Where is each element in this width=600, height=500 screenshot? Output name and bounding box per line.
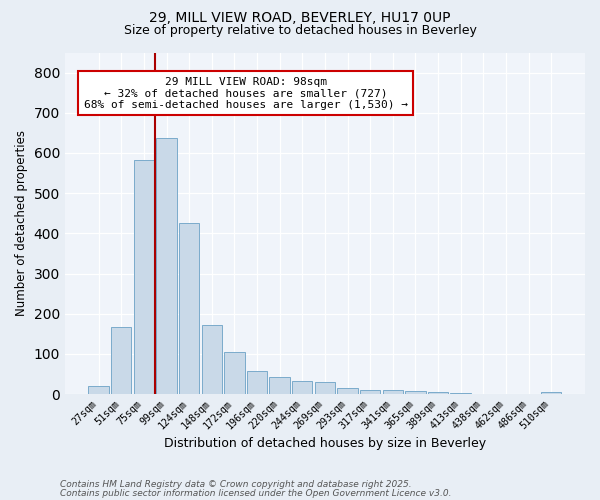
Bar — [88, 386, 109, 394]
Bar — [337, 388, 358, 394]
Bar — [428, 392, 448, 394]
Bar — [315, 382, 335, 394]
Bar — [202, 325, 222, 394]
Text: Contains HM Land Registry data © Crown copyright and database right 2025.: Contains HM Land Registry data © Crown c… — [60, 480, 412, 489]
Bar — [541, 392, 562, 394]
X-axis label: Distribution of detached houses by size in Beverley: Distribution of detached houses by size … — [164, 437, 486, 450]
Text: Contains public sector information licensed under the Open Government Licence v3: Contains public sector information licen… — [60, 488, 452, 498]
Bar — [224, 352, 245, 394]
Bar — [292, 381, 313, 394]
Bar — [157, 138, 176, 394]
Bar — [269, 377, 290, 394]
Bar — [179, 224, 199, 394]
Bar — [451, 393, 471, 394]
Bar — [383, 390, 403, 394]
Bar — [360, 390, 380, 394]
Bar — [111, 326, 131, 394]
Y-axis label: Number of detached properties: Number of detached properties — [15, 130, 28, 316]
Bar — [134, 160, 154, 394]
Text: Size of property relative to detached houses in Beverley: Size of property relative to detached ho… — [124, 24, 476, 37]
Text: 29, MILL VIEW ROAD, BEVERLEY, HU17 0UP: 29, MILL VIEW ROAD, BEVERLEY, HU17 0UP — [149, 11, 451, 25]
Bar — [405, 391, 425, 394]
Text: 29 MILL VIEW ROAD: 98sqm
← 32% of detached houses are smaller (727)
68% of semi-: 29 MILL VIEW ROAD: 98sqm ← 32% of detach… — [83, 76, 407, 110]
Bar — [247, 371, 267, 394]
